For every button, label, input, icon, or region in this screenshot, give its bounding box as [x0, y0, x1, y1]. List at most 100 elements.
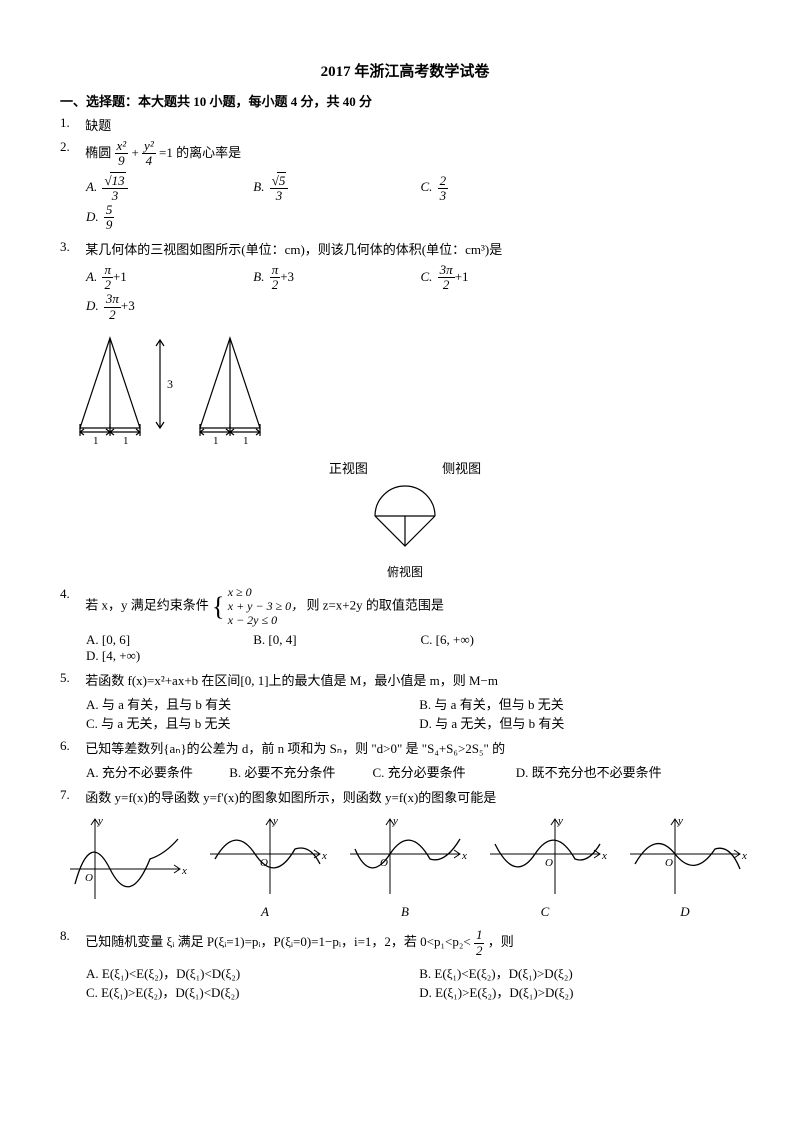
q3-num: 3.	[60, 239, 82, 255]
q3-optB: B. π2+3	[253, 263, 417, 293]
svg-text:O: O	[545, 857, 553, 869]
q6-optB: B. 必要不充分条件	[229, 762, 369, 781]
svg-text:O: O	[260, 857, 268, 869]
q5-text: 若函数 f(x)=x²+ax+b 在区间[0, 1]上的最大值是 M，最小值是 …	[85, 670, 749, 689]
brace-icon: {	[212, 587, 224, 627]
fprime-icon: x y O	[60, 814, 190, 904]
svg-text:y: y	[557, 815, 563, 827]
question-1: 1. 缺题	[60, 115, 750, 134]
q8-half: 12	[474, 928, 485, 958]
q7-fprime-graph: x y O	[60, 814, 190, 920]
q5-optB: B. 与 a 有关，但与 b 无关	[419, 694, 749, 713]
q2-pre: 椭圆	[85, 145, 114, 160]
tick-1c: 1	[213, 435, 219, 447]
q5-optC: C. 与 a 无关，且与 b 无关	[86, 713, 416, 732]
section-heading: 一、选择题：本大题共 10 小题，每小题 4 分，共 40 分	[60, 91, 750, 110]
q2-post: =1 的离心率是	[159, 145, 241, 160]
q3-optD: D. 3π2+3	[86, 292, 250, 322]
q6-optC: C. 充分必要条件	[373, 762, 513, 781]
q4-num: 4.	[60, 586, 82, 602]
q8-optB: B. E(ξ₁)<E(ξ₂)，D(ξ₁)>D(ξ₂)	[419, 963, 749, 982]
height-label: 3	[167, 377, 173, 391]
q7-optC-graph: x y O C	[480, 814, 610, 920]
q4-optB: B. [0, 4]	[253, 632, 417, 648]
q8-optA: A. E(ξ₁)<E(ξ₂)，D(ξ₁)<D(ξ₂)	[86, 963, 416, 982]
svg-text:O: O	[380, 857, 388, 869]
svg-text:O: O	[665, 857, 673, 869]
q3-optA: A. π2+1	[86, 263, 250, 293]
svg-text:O: O	[85, 872, 93, 884]
q8-text: 已知随机变量 ξᵢ 满足 P(ξᵢ=1)=pᵢ，P(ξᵢ=0)=1−pᵢ，i=1…	[85, 928, 749, 958]
svg-text:x: x	[601, 850, 607, 862]
graph-c-icon: x y O	[480, 814, 610, 904]
q3-optC: C. 3π2+1	[421, 263, 585, 293]
q8-optC: C. E(ξ₁)>E(ξ₂)，D(ξ₁)<D(ξ₂)	[86, 982, 416, 1001]
tick-1a: 1	[93, 435, 99, 447]
graph-d-icon: x y O	[620, 814, 750, 904]
q6-optA: A. 充分不必要条件	[86, 762, 226, 781]
top-label: 俯视图	[60, 563, 750, 580]
q3-text: 某几何体的三视图如图所示(单位：cm)，则该几何体的体积(单位：cm³)是	[85, 239, 749, 258]
q8-optD: D. E(ξ₁)>E(ξ₂)，D(ξ₁)>D(ξ₂)	[419, 982, 749, 1001]
q4-options: A. [0, 6] B. [0, 4] C. [6, +∞) D. [4, +∞…	[86, 632, 750, 664]
svg-text:y: y	[272, 815, 278, 827]
side-label: 侧视图	[407, 458, 517, 477]
q3-options: A. π2+1 B. π2+3 C. 3π2+1 D. 3π2+3	[86, 263, 750, 322]
question-5: 5. 若函数 f(x)=x²+ax+b 在区间[0, 1]上的最大值是 M，最小…	[60, 670, 750, 689]
q4-optD: D. [4, +∞)	[86, 648, 250, 664]
svg-text:x: x	[461, 850, 467, 862]
q2-frac2: y²4	[142, 139, 156, 169]
q8-num: 8.	[60, 928, 82, 944]
graph-b-icon: x y O	[340, 814, 470, 904]
graph-a-icon: x y O	[200, 814, 330, 904]
svg-text:y: y	[392, 815, 398, 827]
q2-num: 2.	[60, 139, 82, 155]
q2-optB: B. 53	[253, 174, 417, 204]
q5-optD: D. 与 a 无关，但与 b 有关	[419, 713, 749, 732]
q6-options: A. 充分不必要条件 B. 必要不充分条件 C. 充分必要条件 D. 既不充分也…	[86, 762, 750, 781]
q5-num: 5.	[60, 670, 82, 686]
q5-optA: A. 与 a 有关，且与 b 有关	[86, 694, 416, 713]
question-6: 6. 已知等差数列{aₙ}的公差为 d，前 n 项和为 Sₙ，则 "d>0" 是…	[60, 738, 750, 757]
q7-optB-graph: x y O B	[340, 814, 470, 920]
tick-1d: 1	[243, 435, 249, 447]
q2-optC: C. 23	[421, 174, 585, 204]
q7-num: 7.	[60, 787, 82, 803]
q6-optD: D. 既不充分也不必要条件	[516, 762, 716, 781]
page-title: 2017 年浙江高考数学试卷	[60, 60, 750, 81]
q1-text: 缺题	[85, 115, 749, 134]
question-8: 8. 已知随机变量 ξᵢ 满足 P(ξᵢ=1)=pᵢ，P(ξᵢ=0)=1−pᵢ，…	[60, 928, 750, 958]
q2-options: A. 133 B. 53 C. 23 D. 59	[86, 174, 750, 233]
q4-optA: A. [0, 6]	[86, 632, 250, 648]
question-7: 7. 函数 y=f(x)的导函数 y=f'(x)的图象如图所示，则函数 y=f(…	[60, 787, 750, 806]
svg-text:x: x	[181, 865, 187, 877]
q2-optD: D. 59	[86, 203, 250, 233]
svg-text:x: x	[741, 850, 747, 862]
q7-graphs: x y O x y O A x y O B	[60, 814, 750, 920]
svg-text:y: y	[97, 815, 103, 827]
q2-text: 椭圆 x²9 + y²4 =1 的离心率是	[85, 139, 749, 169]
q3-figure: 1 1 3 1 1 正视图 侧视图	[60, 328, 750, 580]
q1-num: 1.	[60, 115, 82, 131]
front-label: 正视图	[293, 458, 403, 477]
q2-optA: A. 133	[86, 174, 250, 204]
svg-text:x: x	[321, 850, 327, 862]
q4-optC: C. [6, +∞)	[421, 632, 585, 648]
top-view-icon	[355, 481, 455, 561]
q2-frac1: x²9	[115, 139, 129, 169]
tick-1b: 1	[123, 435, 129, 447]
q7-optD-graph: x y O D	[620, 814, 750, 920]
q6-text: 已知等差数列{aₙ}的公差为 d，前 n 项和为 Sₙ，则 "d>0" 是 "S…	[85, 738, 749, 757]
q4-text: 若 x，y 满足约束条件 { x ≥ 0 x + y − 3 ≥ 0， x − …	[85, 586, 749, 627]
q5-options: A. 与 a 有关，且与 b 有关 B. 与 a 有关，但与 b 无关 C. 与…	[86, 694, 750, 732]
svg-text:y: y	[677, 815, 683, 827]
question-3: 3. 某几何体的三视图如图所示(单位：cm)，则该几何体的体积(单位：cm³)是	[60, 239, 750, 258]
question-4: 4. 若 x，y 满足约束条件 { x ≥ 0 x + y − 3 ≥ 0， x…	[60, 586, 750, 627]
three-views-top-icon: 1 1 3 1 1	[60, 328, 290, 458]
q7-optA-graph: x y O A	[200, 814, 330, 920]
q7-text: 函数 y=f(x)的导函数 y=f'(x)的图象如图所示，则函数 y=f(x)的…	[85, 787, 749, 806]
q4-conditions: x ≥ 0 x + y − 3 ≥ 0， x − 2y ≤ 0	[228, 586, 303, 627]
q6-num: 6.	[60, 738, 82, 754]
q8-options: A. E(ξ₁)<E(ξ₂)，D(ξ₁)<D(ξ₂) B. E(ξ₁)<E(ξ₂…	[86, 963, 750, 1001]
question-2: 2. 椭圆 x²9 + y²4 =1 的离心率是	[60, 139, 750, 169]
